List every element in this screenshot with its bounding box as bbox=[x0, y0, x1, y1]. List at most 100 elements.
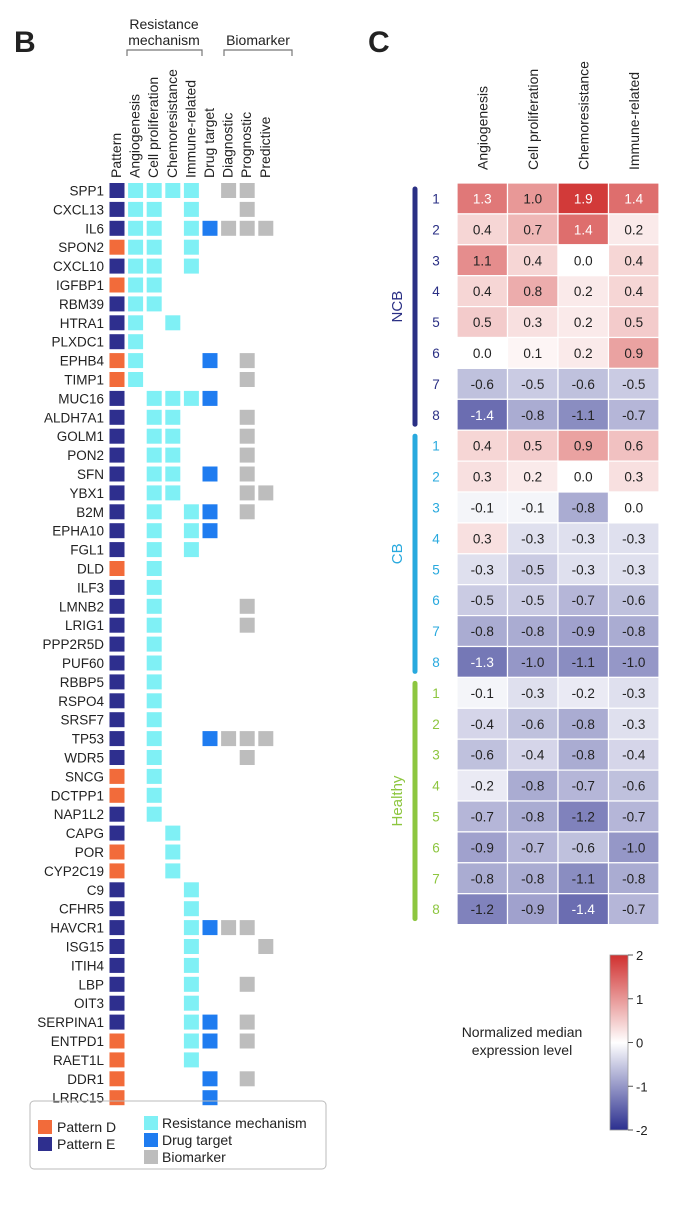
heat-value-healthy-8-cell-proliferation: -0.9 bbox=[521, 902, 544, 917]
heat-cell-cb-3-angiogenesis bbox=[456, 491, 509, 524]
gene-label-ephb4: EPHB4 bbox=[60, 354, 105, 369]
heat-value-ncb-5-chemoresistance: 0.2 bbox=[574, 315, 593, 330]
gene-label-entpd1: ENTPD1 bbox=[51, 1034, 104, 1049]
gene-label-wdr5: WDR5 bbox=[64, 751, 104, 766]
heatmap-column-header-immune-related: Immune-related bbox=[626, 72, 642, 170]
heat-cell-healthy-8-chemoresistance bbox=[557, 893, 610, 926]
heat-value-cb-2-cell-proliferation: 0.2 bbox=[523, 470, 542, 485]
mark-spon2-immune-related bbox=[183, 239, 199, 255]
heat-value-ncb-4-angiogenesis: 0.4 bbox=[473, 284, 492, 299]
pattern-cell-fgl1 bbox=[109, 542, 125, 558]
colorbar-tick-label-4: -2 bbox=[636, 1123, 648, 1138]
pattern-cell-spp1 bbox=[109, 183, 125, 198]
mark-dctpp1-cell-proliferation bbox=[146, 787, 162, 803]
mark-ddr1-prognostic bbox=[239, 1071, 255, 1087]
group-label-cb: CB bbox=[389, 543, 406, 564]
mark-muc16-cell-proliferation bbox=[146, 390, 162, 406]
column-header-drug-target: Drug target bbox=[201, 108, 217, 178]
gene-label-il6: IL6 bbox=[85, 221, 104, 236]
heatmap-column-header-chemoresistance: Chemoresistance bbox=[575, 61, 591, 170]
row-label-ncb-2: 2 bbox=[432, 222, 440, 237]
gene-label-ybx1: YBX1 bbox=[69, 486, 104, 501]
mark-serpina1-drug-target bbox=[202, 1014, 218, 1030]
mark-serpina1-prognostic bbox=[239, 1014, 255, 1030]
gene-label-lrrc15: LRRC15 bbox=[52, 1091, 104, 1106]
mark-rbm39-cell-proliferation bbox=[146, 296, 162, 312]
heat-cell-ncb-4-chemoresistance bbox=[557, 275, 610, 308]
gene-label-sfn: SFN bbox=[77, 467, 104, 482]
pattern-cell-aldh7a1 bbox=[109, 409, 125, 425]
heat-value-cb-7-cell-proliferation: -0.8 bbox=[521, 624, 544, 639]
heat-value-cb-6-angiogenesis: -0.5 bbox=[471, 593, 494, 608]
gene-label-igfbp1: IGFBP1 bbox=[56, 278, 104, 293]
heat-cell-ncb-3-angiogenesis bbox=[456, 244, 509, 277]
mark-itih4-immune-related bbox=[183, 957, 199, 973]
heat-value-cb-5-cell-proliferation: -0.5 bbox=[521, 562, 544, 577]
heat-value-ncb-1-angiogenesis: 1.3 bbox=[473, 191, 492, 206]
mark-il6-immune-related bbox=[183, 220, 199, 236]
row-label-healthy-3: 3 bbox=[432, 748, 440, 763]
heat-value-healthy-4-immune-related: -0.6 bbox=[622, 779, 645, 794]
column-header-cell-proliferation: Cell proliferation bbox=[145, 77, 161, 178]
mark-fgl1-immune-related bbox=[183, 542, 199, 558]
heat-value-ncb-1-chemoresistance: 1.9 bbox=[574, 191, 593, 206]
row-label-cb-7: 7 bbox=[432, 624, 440, 639]
gene-label-isg15: ISG15 bbox=[66, 940, 104, 955]
mark-sncg-cell-proliferation bbox=[146, 768, 162, 784]
gene-label-spon2: SPON2 bbox=[58, 240, 104, 255]
heat-value-cb-1-cell-proliferation: 0.5 bbox=[523, 439, 542, 454]
gene-label-oit3: OIT3 bbox=[74, 996, 104, 1011]
heat-value-ncb-2-immune-related: 0.2 bbox=[624, 222, 643, 237]
heat-value-ncb-7-angiogenesis: -0.6 bbox=[471, 377, 494, 392]
heat-value-cb-4-immune-related: -0.3 bbox=[622, 531, 645, 546]
heat-cell-healthy-7-cell-proliferation bbox=[506, 862, 559, 895]
heat-value-cb-2-angiogenesis: 0.3 bbox=[473, 470, 492, 485]
pattern-cell-sfn bbox=[109, 466, 125, 482]
gene-label-itih4: ITIH4 bbox=[71, 958, 104, 973]
mark-spp1-diagnostic bbox=[221, 183, 237, 198]
mark-entpd1-immune-related bbox=[183, 1033, 199, 1049]
gene-label-lrig1: LRIG1 bbox=[65, 618, 104, 633]
heat-cell-healthy-2-immune-related bbox=[607, 707, 660, 740]
mark-aldh7a1-chemoresistance bbox=[165, 409, 181, 425]
heat-value-cb-2-chemoresistance: 0.0 bbox=[574, 470, 593, 485]
heat-cell-cb-1-immune-related bbox=[607, 429, 660, 462]
pattern-cell-c9 bbox=[109, 882, 125, 898]
heat-value-ncb-3-chemoresistance: 0.0 bbox=[574, 253, 593, 268]
row-label-cb-5: 5 bbox=[432, 562, 440, 577]
heat-value-healthy-4-chemoresistance: -0.7 bbox=[572, 779, 595, 794]
pattern-cell-il6 bbox=[109, 220, 125, 236]
mark-lrig1-cell-proliferation bbox=[146, 617, 162, 633]
heat-value-ncb-2-chemoresistance: 1.4 bbox=[574, 222, 593, 237]
heat-value-healthy-3-cell-proliferation: -0.4 bbox=[521, 748, 545, 763]
heat-value-ncb-3-cell-proliferation: 0.4 bbox=[523, 253, 542, 268]
pattern-cell-itih4 bbox=[109, 957, 125, 973]
heat-value-ncb-8-cell-proliferation: -0.8 bbox=[521, 408, 544, 423]
mark-ybx1-cell-proliferation bbox=[146, 485, 162, 501]
heat-value-healthy-2-chemoresistance: -0.8 bbox=[572, 717, 595, 732]
mark-cfhr5-immune-related bbox=[183, 901, 199, 917]
heat-value-cb-5-immune-related: -0.3 bbox=[622, 562, 645, 577]
row-label-healthy-6: 6 bbox=[432, 840, 440, 855]
heatmap-column-header-angiogenesis: Angiogenesis bbox=[474, 86, 490, 170]
gene-label-tp53: TP53 bbox=[72, 732, 104, 747]
heat-cell-healthy-4-angiogenesis bbox=[456, 769, 509, 802]
mark-sfn-drug-target bbox=[202, 466, 218, 482]
heat-value-cb-7-chemoresistance: -0.9 bbox=[572, 624, 595, 639]
gene-label-golm1: GOLM1 bbox=[57, 429, 104, 444]
heat-cell-healthy-3-chemoresistance bbox=[557, 738, 610, 771]
heat-value-cb-6-chemoresistance: -0.7 bbox=[572, 593, 595, 608]
heat-value-ncb-4-immune-related: 0.4 bbox=[624, 284, 643, 299]
resistance-bracket bbox=[126, 49, 203, 56]
mark-tp53-diagnostic bbox=[221, 731, 237, 747]
pattern-cell-golm1 bbox=[109, 428, 125, 444]
mark-golm1-chemoresistance bbox=[165, 428, 181, 444]
row-label-cb-3: 3 bbox=[432, 500, 440, 515]
panel-c-label: C bbox=[368, 26, 390, 59]
legend-swatch-resistance bbox=[144, 1116, 158, 1130]
pattern-cell-pon2 bbox=[109, 447, 125, 463]
mark-isg15-immune-related bbox=[183, 939, 199, 954]
row-label-cb-2: 2 bbox=[432, 470, 440, 485]
row-label-ncb-5: 5 bbox=[432, 315, 440, 330]
mark-golm1-prognostic bbox=[239, 428, 255, 444]
